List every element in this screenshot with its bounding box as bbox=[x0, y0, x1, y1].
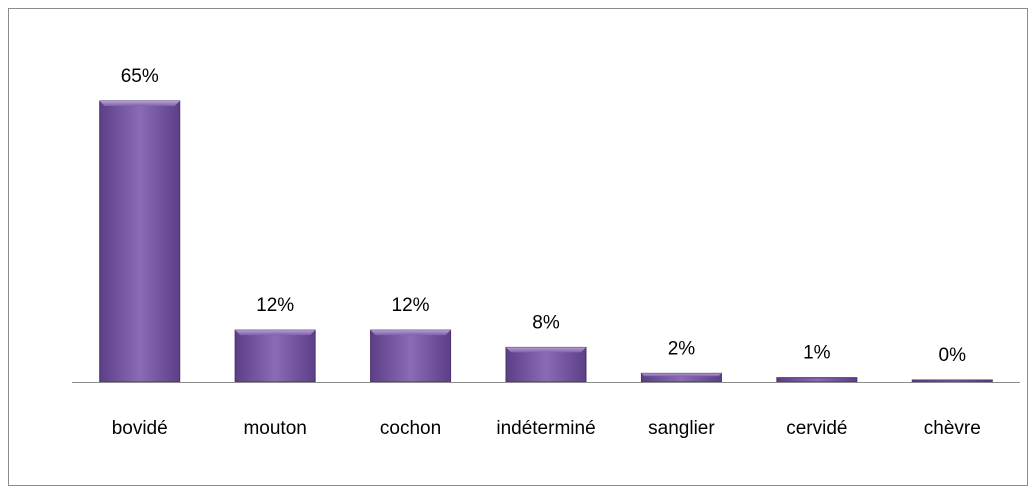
x-tick-labels-layer: bovidé mouton cochon indéterminé sanglier cer… bbox=[112, 418, 981, 439]
bar-body bbox=[505, 346, 587, 383]
bar-body bbox=[234, 329, 316, 383]
bar-6 bbox=[911, 379, 993, 383]
data-label-1: 12% bbox=[256, 295, 294, 316]
data-label-0: 65% bbox=[121, 66, 159, 87]
x-tick-label-4: sanglier bbox=[648, 418, 715, 439]
bar-0 bbox=[99, 100, 181, 383]
bar-2 bbox=[370, 329, 452, 383]
data-label-4: 2% bbox=[668, 338, 696, 359]
bar-4 bbox=[640, 372, 722, 383]
data-label-3: 8% bbox=[532, 312, 560, 333]
bar-body bbox=[370, 329, 452, 383]
bar-bevel bbox=[370, 330, 451, 336]
bar-bevel bbox=[641, 373, 722, 377]
bar-1 bbox=[234, 329, 316, 383]
x-tick-label-0: bovidé bbox=[112, 418, 168, 439]
data-label-6: 0% bbox=[939, 345, 967, 366]
x-tick-label-3: indéterminé bbox=[496, 418, 595, 439]
bar-3 bbox=[505, 346, 587, 383]
x-tick-label-2: cochon bbox=[380, 418, 441, 439]
bar-bevel bbox=[235, 330, 316, 336]
bar-5 bbox=[776, 377, 858, 383]
x-tick-label-6: chèvre bbox=[924, 418, 981, 439]
bars-layer bbox=[99, 100, 993, 383]
data-label-5: 1% bbox=[803, 343, 831, 364]
data-label-2: 12% bbox=[392, 295, 430, 316]
bar-body bbox=[99, 100, 181, 383]
bar-body bbox=[911, 379, 993, 383]
bar-bevel bbox=[506, 347, 586, 353]
data-labels-layer: 65% 12% 12% 8% 2% 1% 0% bbox=[121, 66, 966, 366]
bar-bevel bbox=[99, 101, 180, 106]
bar-body bbox=[776, 377, 858, 383]
x-tick-label-5: cervidé bbox=[786, 418, 847, 439]
x-tick-label-1: mouton bbox=[243, 418, 306, 439]
